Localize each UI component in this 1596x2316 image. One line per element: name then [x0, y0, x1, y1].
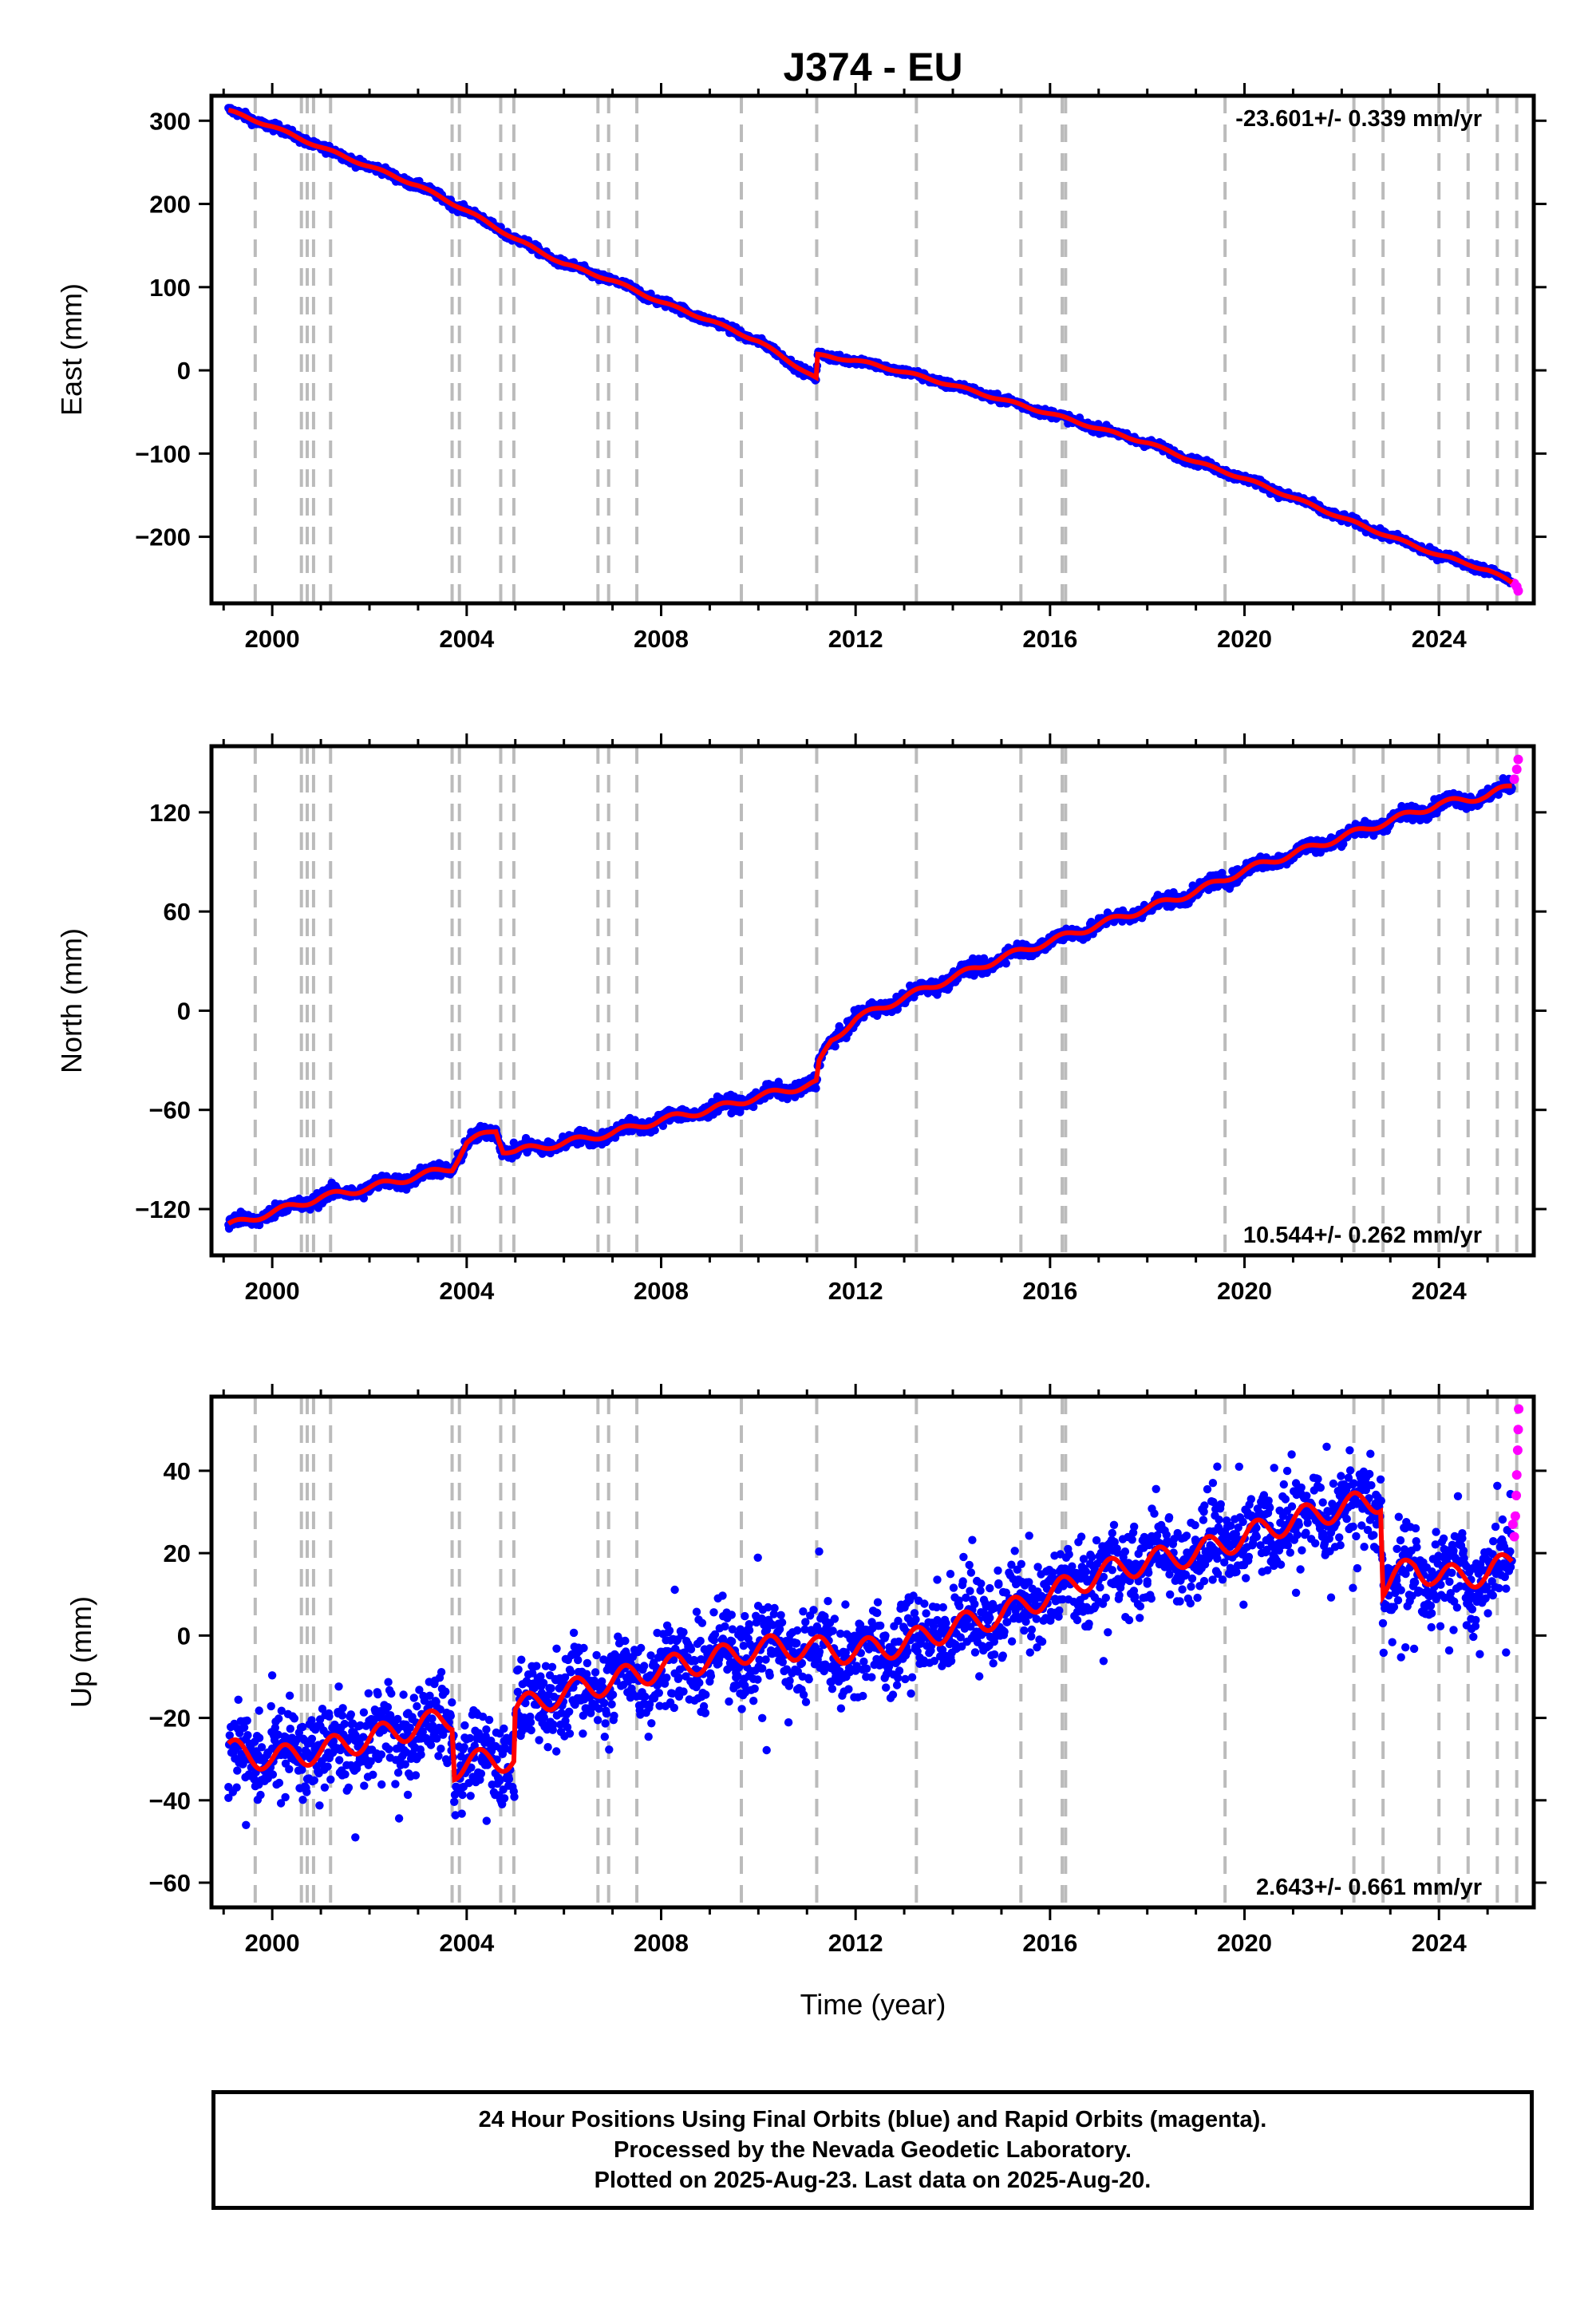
rapid-orbit-point [1513, 586, 1523, 596]
final-orbit-point [391, 1780, 400, 1788]
final-orbit-point [831, 1042, 839, 1051]
final-orbit-point [359, 1708, 369, 1717]
rapid-orbit-point [1509, 774, 1519, 785]
y-tick-label: −200 [135, 524, 191, 551]
final-orbit-point [393, 1769, 403, 1777]
x-tick-label: 2012 [828, 1277, 883, 1305]
final-orbit-point [286, 1725, 294, 1733]
velocity-rate-label: 10.544+/- 0.262 mm/yr [1243, 1223, 1482, 1248]
final-orbit-point [409, 1694, 418, 1702]
y-tick-label: −120 [135, 1196, 191, 1223]
y-tick-label: −100 [135, 440, 191, 468]
x-tick-label: 2008 [634, 1277, 689, 1305]
final-orbit-point [255, 1733, 264, 1742]
y-axis-label: East (mm) [55, 283, 88, 416]
final-orbit-point [413, 1701, 421, 1711]
final-orbit-point [310, 1776, 318, 1784]
final-orbit-point [234, 1695, 243, 1704]
final-orbit-point [275, 1714, 283, 1723]
x-tick-label: 2024 [1412, 1277, 1468, 1305]
x-tick-label: 2020 [1217, 625, 1272, 653]
final-orbit-point [257, 1743, 267, 1752]
final-orbit-point [364, 1689, 373, 1697]
final-orbit-point [377, 1750, 386, 1759]
y-tick-label: −60 [148, 1097, 191, 1124]
panel-up: 2000 2004 2008 2012 2016 2020 202440200−20−40−… [65, 1384, 1547, 1957]
final-orbit-point [315, 1801, 324, 1810]
x-tick-label: 2020 [1217, 1277, 1272, 1305]
y-tick-label: 200 [149, 191, 191, 219]
final-orbit-point [320, 1783, 330, 1792]
x-tick-label: 2004 [439, 1277, 495, 1305]
model-fit-line [227, 107, 1514, 585]
panel-east: 2000 2004 2008 2012 2016 2020 2024 300 200 100 0 −1… [55, 83, 1547, 653]
final-orbit-point [812, 1084, 820, 1093]
final-orbit-point [411, 1771, 421, 1780]
final-orbit-point [285, 1765, 294, 1773]
final-orbit-point [302, 1788, 311, 1796]
y-tick-label: 0 [177, 357, 191, 385]
final-orbit-point [387, 1689, 396, 1698]
y-tick-label: 300 [149, 107, 191, 135]
y-tick-label: 0 [177, 997, 191, 1025]
x-tick-label: 2000 [245, 1277, 300, 1305]
panel-north: 2000 2004 2008 2012 2016 2020 2024 120 60 0 −60 −12… [55, 733, 1547, 1305]
final-orbit-point [307, 1734, 317, 1743]
rapid-orbit-point [1513, 754, 1523, 765]
velocity-rate-label: -23.601+/- 0.339 mm/yr [1235, 106, 1482, 132]
panel-frame [209, 93, 1536, 606]
y-tick-label: 100 [149, 274, 191, 302]
y-tick-label: 120 [149, 799, 191, 827]
x-tick-label: 2000 [245, 625, 300, 653]
final-orbit-point [1001, 959, 1011, 968]
figure-title: J374 - EU [783, 45, 962, 89]
final-orbit-point [384, 1678, 393, 1686]
x-tick-label: 2024 [1412, 625, 1468, 653]
final-orbit-point [290, 1714, 299, 1723]
final-orbit-point [267, 1701, 275, 1711]
y-tick-label: 60 [164, 898, 191, 926]
final-orbit-point [383, 1702, 393, 1712]
plot-area [224, 104, 1523, 596]
final-orbit-point [334, 1682, 343, 1691]
final-orbit-point [344, 1783, 354, 1792]
final-orbit-point [243, 1716, 251, 1725]
final-orbit-point [326, 1775, 335, 1784]
x-tick-label: 2016 [1022, 625, 1077, 653]
final-orbit-point [243, 1731, 252, 1740]
plot-area [224, 1404, 1524, 1842]
final-orbit-point [335, 1756, 344, 1765]
plot-area [224, 754, 1523, 1233]
x-tick-label: 2004 [439, 625, 495, 653]
x-tick-label: 2012 [828, 625, 883, 653]
y-axis-label: North (mm) [55, 928, 88, 1073]
x-tick-label: 2008 [634, 625, 689, 653]
x-tick-label: 2016 [1022, 1277, 1077, 1305]
final-orbit-point [256, 1790, 265, 1800]
panels-group: 2000 2004 2008 2012 2016 2020 2024 300 200 100 0 −1… [55, 83, 1547, 1957]
rapid-orbit-point [1511, 765, 1522, 774]
final-orbit-point [373, 1690, 382, 1699]
